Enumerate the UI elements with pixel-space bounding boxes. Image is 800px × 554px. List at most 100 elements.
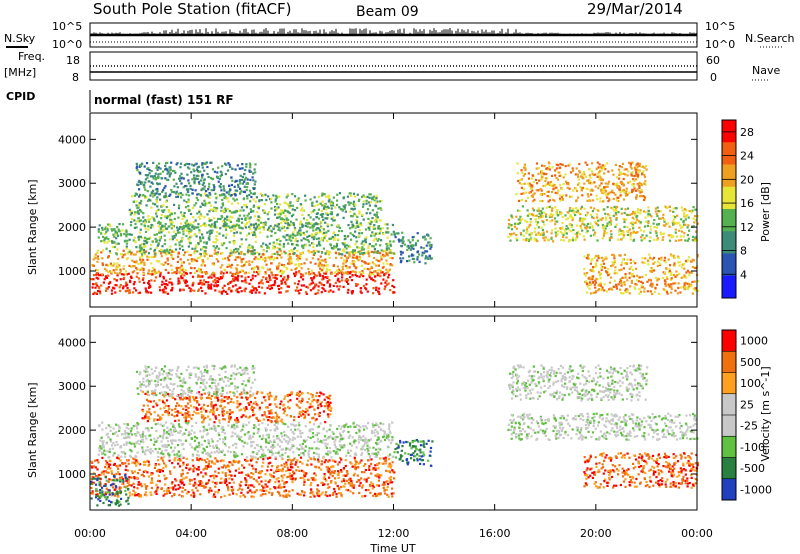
velocity-colorbar-label: Velocity [m s^-1] bbox=[759, 366, 772, 461]
power-region-4 bbox=[135, 161, 257, 199]
power-colorbar-swatch-2 bbox=[722, 164, 736, 188]
velocity-colorbar-tick-5: -100 bbox=[740, 441, 765, 454]
velocity-ytick-label-2: 3000 bbox=[58, 380, 86, 393]
time-tick-label-6: 00:00 bbox=[681, 527, 713, 540]
cpid-value: normal (fast) 151 RF bbox=[94, 93, 234, 107]
velocity-colorbar-swatch-5 bbox=[722, 436, 736, 458]
power-region-2 bbox=[97, 222, 396, 256]
power-colorbar-tick-3: 16 bbox=[740, 197, 754, 210]
power-colorbar-swatch-0 bbox=[722, 120, 736, 143]
velocity-ytick-label-3: 4000 bbox=[58, 336, 86, 349]
time-axis-label: Time UT bbox=[369, 542, 415, 554]
power-region-1 bbox=[91, 249, 396, 276]
velocity-ytick-label-0: 1000 bbox=[58, 468, 86, 481]
power-colorbar-tick-6: 28 bbox=[740, 126, 754, 139]
velocity-colorbar-swatch-4 bbox=[722, 415, 736, 437]
power-ylabel: Slant Range [km] bbox=[26, 179, 39, 275]
power-colorbar-swatch-4 bbox=[722, 209, 736, 232]
freq-label-line2: [MHz] bbox=[4, 66, 36, 79]
nsearch-label: N.Search bbox=[745, 32, 795, 45]
power-ytick-label-0: 1000 bbox=[58, 265, 86, 278]
power-colorbar-swatch-6 bbox=[722, 253, 736, 277]
velocity-y-axis: 1000 2000 3000 4000 bbox=[58, 336, 697, 481]
nave-tick-low: 0 bbox=[710, 71, 717, 84]
nsearch-tick-high: 10^5 bbox=[705, 20, 735, 33]
time-axis: 00:00 04:00 08:00 12:00 16:00 20:00 00:00 bbox=[74, 113, 713, 540]
nsky-tick-high: 10^5 bbox=[52, 20, 82, 33]
power-colorbar-swatch-1 bbox=[722, 142, 736, 165]
velocity-ytick-label-1: 2000 bbox=[58, 424, 86, 437]
velocity-ylabel: Slant Range [km] bbox=[26, 382, 39, 478]
time-tick-label-5: 20:00 bbox=[580, 527, 612, 540]
velocity-region-4 bbox=[135, 364, 257, 398]
power-colorbar-tick-0: 4 bbox=[740, 268, 747, 281]
freq-tick-low: 8 bbox=[72, 71, 79, 84]
power-region-6 bbox=[515, 161, 648, 203]
velocity-colorbar-tick-4: -25 bbox=[740, 420, 758, 433]
velocity-panel: 1000 2000 3000 4000 Slant Range [km] bbox=[26, 315, 699, 511]
beam-title: Beam 09 bbox=[356, 4, 419, 20]
power-data bbox=[90, 161, 700, 296]
power-colorbar-swatch-7 bbox=[722, 275, 736, 299]
velocity-colorbar-swatch-1 bbox=[722, 351, 736, 373]
power-colorbar-tick-5: 24 bbox=[740, 150, 754, 163]
time-tick-label-0: 00:00 bbox=[74, 527, 106, 540]
power-ytick-label-2: 3000 bbox=[58, 177, 86, 190]
noise-panel: 10^5 10^0 10^5 10^0 N.Sky N.Search bbox=[4, 20, 795, 51]
power-panel: 1000 2000 3000 4000 Slant Range [km] bbox=[26, 112, 700, 308]
power-colorbar-tick-2: 12 bbox=[740, 221, 754, 234]
nsearch-tick-low: 10^0 bbox=[705, 38, 735, 51]
power-region-8 bbox=[583, 253, 700, 296]
velocity-region-6 bbox=[508, 364, 649, 402]
power-colorbar: 4 8 12 16 20 24 28 bbox=[721, 119, 754, 299]
power-colorbar-swatch-3 bbox=[722, 186, 736, 210]
power-colorbar-tick-1: 8 bbox=[740, 245, 747, 258]
cpid-label: CPID bbox=[6, 90, 35, 103]
freq-tick-high: 18 bbox=[66, 54, 80, 67]
nsky-tick-low: 10^0 bbox=[52, 38, 82, 51]
time-tick-label-4: 16:00 bbox=[479, 527, 511, 540]
power-colorbar-label: Power [dB] bbox=[759, 182, 772, 242]
nave-label: Nave bbox=[752, 64, 780, 77]
power-y-axis: 1000 2000 3000 4000 bbox=[58, 133, 697, 278]
velocity-colorbar-swatch-3 bbox=[722, 393, 736, 416]
velocity-colorbar-tick-6: -500 bbox=[740, 462, 765, 475]
velocity-colorbar-swatch-2 bbox=[722, 372, 736, 395]
velocity-colorbar-swatch-0 bbox=[722, 330, 736, 352]
velocity-region-3 bbox=[141, 390, 333, 424]
power-colorbar-tick-4: 20 bbox=[740, 173, 754, 186]
velocity-region-5 bbox=[394, 439, 434, 468]
freq-label-line1: Freq. bbox=[18, 50, 45, 63]
velocity-region-2 bbox=[97, 421, 396, 459]
velocity-colorbar-tick-2: 100 bbox=[740, 377, 761, 390]
velocity-region-1 bbox=[90, 474, 130, 507]
nsky-label: N.Sky bbox=[4, 32, 36, 45]
velocity-region-7 bbox=[507, 412, 699, 441]
time-tick-label-2: 08:00 bbox=[276, 527, 308, 540]
velocity-colorbar-tick-7: -1000 bbox=[740, 483, 772, 496]
velocity-colorbar-swatch-6 bbox=[722, 457, 736, 480]
power-ytick-label-3: 4000 bbox=[58, 133, 86, 146]
velocity-data bbox=[90, 364, 699, 507]
velocity-region-8 bbox=[583, 452, 699, 489]
power-region-7 bbox=[507, 205, 699, 243]
velocity-colorbar-swatch-7 bbox=[722, 478, 736, 501]
power-region-0 bbox=[90, 271, 396, 296]
power-colorbar-swatch-5 bbox=[722, 231, 736, 254]
noise-sky-spikes bbox=[89, 28, 697, 35]
velocity-colorbar-tick-0: 1000 bbox=[740, 335, 768, 348]
velocity-colorbar-tick-3: 25 bbox=[740, 398, 754, 411]
date-title: 29/Mar/2014 bbox=[587, 0, 683, 18]
time-tick-label-1: 04:00 bbox=[175, 527, 207, 540]
station-title: South Pole Station (fitACF) bbox=[93, 0, 291, 18]
velocity-colorbar-tick-1: 500 bbox=[740, 356, 761, 369]
power-region-3 bbox=[128, 192, 383, 230]
velocity-region-0 bbox=[90, 456, 396, 499]
velocity-colorbar: 1000 500 100 25 -25 -100 -500 -1000 bbox=[721, 329, 772, 501]
nave-tick-high: 60 bbox=[706, 54, 720, 67]
time-tick-label-3: 12:00 bbox=[378, 527, 410, 540]
freq-panel: Freq. [MHz] 18 8 60 0 Nave bbox=[4, 50, 780, 84]
power-ytick-label-1: 2000 bbox=[58, 221, 86, 234]
power-region-5 bbox=[393, 231, 434, 265]
